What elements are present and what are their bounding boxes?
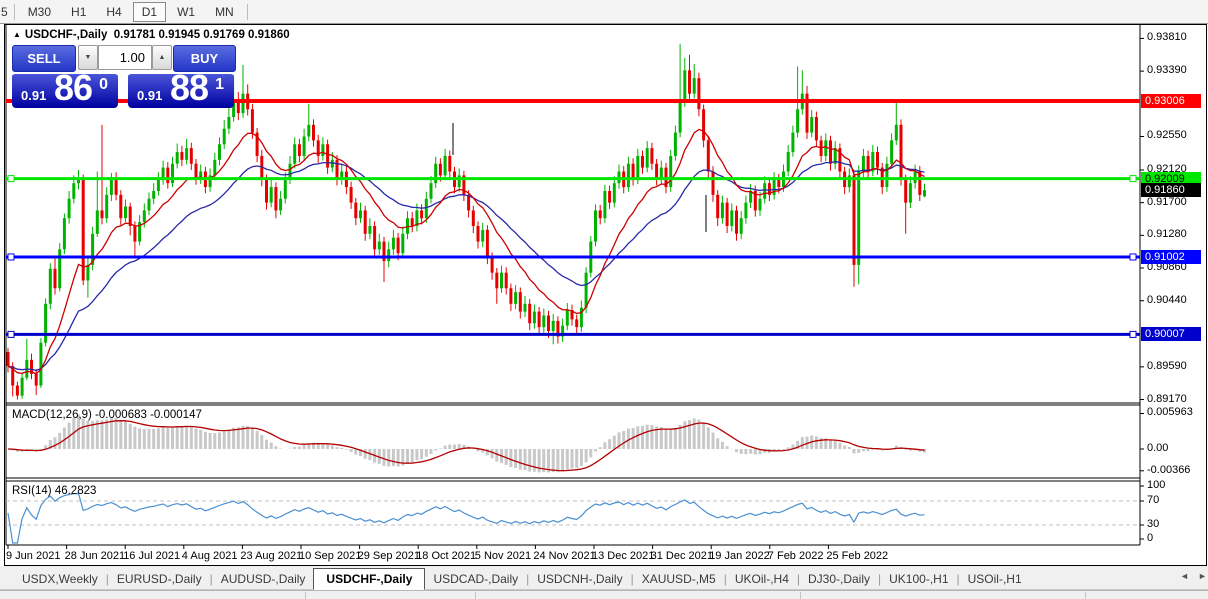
ohlc-values: 0.91781 0.91945 0.91769 0.91860 [113,29,290,41]
sell-price-prefix: 0.91 [21,88,47,103]
date-axis-label: 31 Dec 2021 [650,550,713,562]
one-click-trading-panel: SELL ▼ ▲ BUY 0.91 86 0 0.91 88 1 [12,45,236,108]
date-axis-label: 28 Jun 2021 [64,550,126,562]
timeframe-button-h4[interactable]: H4 [106,4,122,19]
hline-price-tag: 0.93006 [1141,94,1201,108]
timeframe-button-w1[interactable]: W1 [177,4,196,19]
timeframe-button-h1[interactable]: H1 [71,4,87,19]
timeframe-button-mn[interactable]: MN [215,4,234,19]
volume-increase-button[interactable]: ▲ [152,45,172,70]
price-axis-tick: 0.90440 [1147,293,1187,306]
chart-tab-usoil-h1[interactable]: USOil-,H1 [967,572,1022,586]
sell-price-digits: 86 [54,67,93,108]
macd-indicator-title: MACD(12,26,9) -0.000683 -0.000147 [12,409,202,421]
tab-separator: | [630,572,634,586]
rsi-indicator-title: RSI(14) 46.2823 [12,485,97,497]
status-bar [0,590,1208,599]
tab-separator: | [105,572,109,586]
tab-separator: | [526,572,530,586]
timeframe-button-d1[interactable]: D1 [132,1,167,22]
rsi-axis-tick: 0 [1147,532,1154,544]
chart-tab-uk100-h1[interactable]: UK100-,H1 [889,572,949,586]
timeframe-toolbar: 5 M30 H1 H4 D1 W1 MN [0,0,1208,24]
date-axis-label: 7 Feb 2022 [767,550,824,562]
date-axis-label: 18 Oct 2021 [416,550,477,562]
volume-input[interactable] [98,45,152,70]
chart-tab-usdchf-daily[interactable]: USDCHF-,Daily [313,568,426,590]
chart-tab-usdcnh-daily[interactable]: USDCNH-,Daily [537,572,623,586]
chart-title: ▲ USDCHF-,Daily 0.91781 0.91945 0.91769 0… [13,29,290,41]
volume-decrease-button[interactable]: ▼ [78,45,98,70]
sell-price-display[interactable]: 0.91 86 0 [12,67,118,108]
date-axis-label: 13 Dec 2021 [592,550,655,562]
date-axis-label: 19 Jan 2022 [709,550,770,562]
price-axis-tick: 0.92550 [1147,129,1187,142]
chart-tab-audusd-daily[interactable]: AUDUSD-,Daily [220,572,306,586]
buy-price-digits: 88 [170,67,209,108]
rsi-axis-tick: 30 [1147,518,1160,530]
hline-price-tag: 0.90007 [1141,327,1201,342]
date-axis-label: 16 Jul 2021 [123,550,181,562]
price-axis-tick: 0.91700 [1147,195,1187,208]
tab-separator: | [878,572,882,586]
price-axis-tick: 0.89170 [1147,392,1187,405]
tab-separator: | [723,572,727,586]
tab-separator: | [956,572,960,586]
date-axis-label: 24 Nov 2021 [533,550,596,562]
current-price-tag: 0.91860 [1141,183,1201,198]
buy-price-prefix: 0.91 [137,88,163,103]
buy-price-display[interactable]: 0.91 88 1 [128,67,234,108]
date-axis-label: 23 Aug 2021 [240,550,303,562]
buy-price-pip: 1 [215,76,224,93]
rsi-axis-tick: 100 [1147,479,1166,491]
chart-tab-xauusd-m5[interactable]: XAUUSD-,M5 [641,572,716,586]
date-axis-label: 4 Aug 2021 [181,550,238,562]
tab-scroll-left-icon[interactable]: ◄ [1180,571,1189,581]
rsi-axis-tick: 70 [1147,494,1160,506]
price-axis-tick: 0.90860 [1147,261,1187,273]
timeframe-button-partial[interactable]: 5 [1,4,8,19]
price-axis-tick: 0.93810 [1147,31,1187,44]
macd-axis-tick: 0.00 [1147,442,1169,454]
chart-tab-dj30-daily[interactable]: DJ30-,Daily [808,572,871,586]
buy-button[interactable]: BUY [173,45,236,72]
chart-tab-usdx-weekly[interactable]: USDX,Weekly [22,572,98,586]
toolbar-separator [246,3,248,20]
sell-button[interactable]: SELL [12,45,76,72]
chart-tab-bar: USDX,Weekly | EURUSD-,Daily | AUDUSD-,Daily U… [0,566,1208,590]
chart-tab-eurusd-daily[interactable]: EURUSD-,Daily [116,572,202,586]
tab-scroll-right-icon[interactable]: ► [1198,571,1207,581]
hline-price-tag: 0.92009 [1141,171,1201,186]
macd-axis-tick: -0.00366 [1147,463,1191,476]
date-axis-label: 29 Sep 2021 [357,550,420,562]
macd-axis-tick: 0.005963 [1147,406,1193,419]
date-axis-label: 25 Feb 2022 [826,550,889,562]
price-axis-tick: 0.93390 [1147,64,1187,77]
hline-price-tag: 0.91002 [1141,249,1201,264]
tab-separator: | [209,572,213,586]
chart-tab-ukoil-h4[interactable]: UKOil-,H4 [734,572,789,586]
sell-price-pip: 0 [99,76,108,93]
date-axis-label: 9 Jun 2021 [6,550,61,562]
collapse-arrow-icon[interactable]: ▲ [13,30,21,39]
date-axis-label: 10 Sep 2021 [299,550,362,562]
chart-tab-usdcad-daily[interactable]: USDCAD-,Daily [433,572,519,586]
tab-separator: | [796,572,800,586]
date-axis-label: 5 Nov 2021 [474,550,532,562]
price-axis-tick: 0.89590 [1147,359,1187,372]
timeframe-button-m30[interactable]: M30 [27,4,52,19]
price-axis-tick: 0.91280 [1147,228,1187,241]
symbol-period-label: USDCHF-,Daily [24,29,108,41]
toolbar-separator [13,3,15,20]
timeframe-buttons: M30 H1 H4 D1 W1 MN [18,1,244,22]
chart-tabs: USDX,Weekly | EURUSD-,Daily | AUDUSD-,Daily U… [14,567,1030,590]
chart-window [4,24,1207,566]
